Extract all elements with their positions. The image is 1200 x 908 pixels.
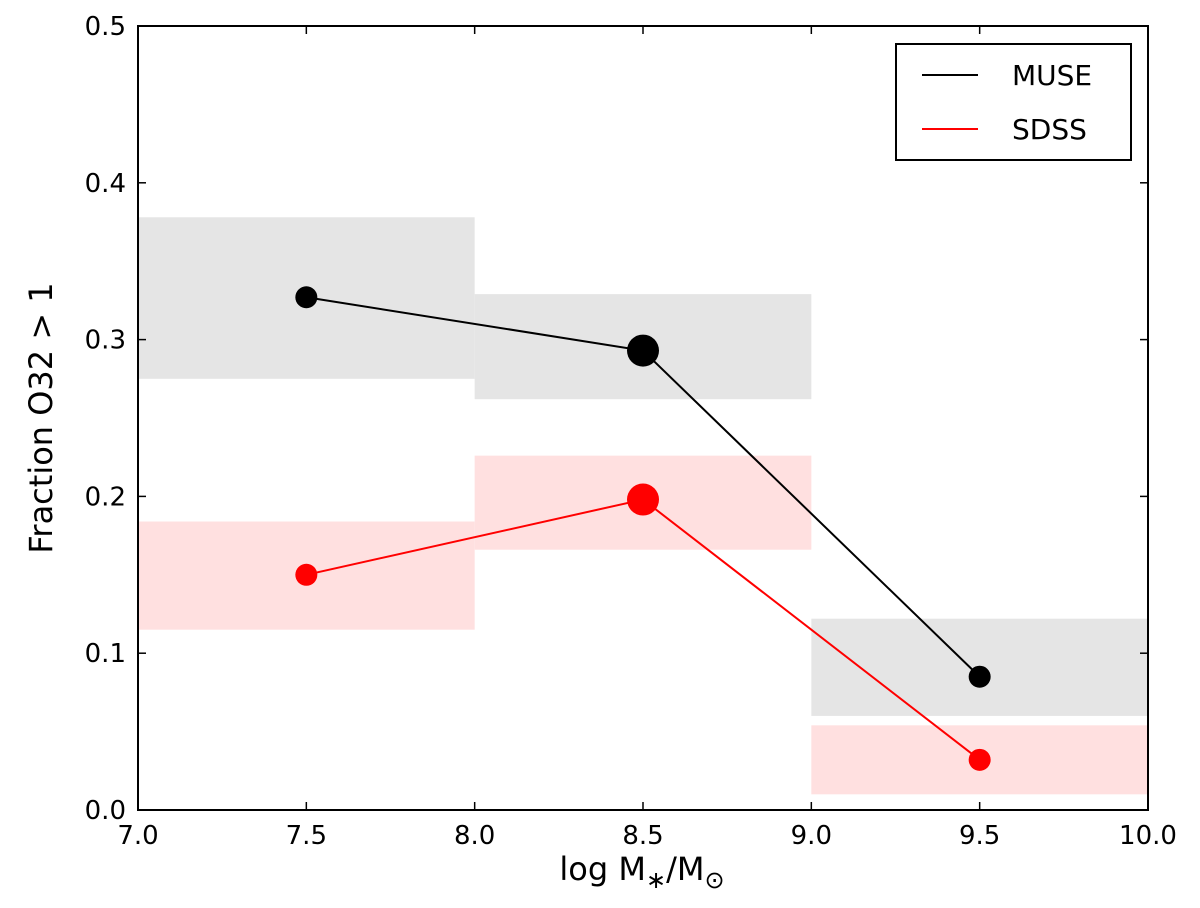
legend-label-muse: MUSE — [1012, 59, 1092, 92]
point-muse-2 — [968, 665, 991, 688]
x-tick-label: 8.0 — [454, 821, 495, 851]
x-tick-label: 8.5 — [622, 821, 663, 851]
point-sdss-0 — [295, 563, 318, 586]
series-markers — [295, 286, 991, 771]
x-axis-label: log M∗/M⊙ — [559, 850, 724, 894]
y-tick-label: 0.1 — [85, 639, 126, 669]
y-tick-label: 0.3 — [85, 326, 126, 356]
y-axis-ticks: 0.0 0.1 0.2 0.3 0.4 0.5 — [85, 12, 1148, 826]
x-tick-label: 9.0 — [791, 821, 832, 851]
y-tick-label: 0.5 — [85, 12, 126, 42]
x-axis-label-slash: /M — [666, 850, 704, 888]
point-muse-0 — [295, 286, 318, 309]
x-axis-label-prefix: log M — [559, 850, 646, 888]
point-sdss-1 — [627, 483, 659, 516]
x-tick-label: 7.5 — [286, 821, 327, 851]
y-tick-label: 0.0 — [85, 796, 126, 826]
x-tick-label: 9.5 — [959, 821, 1000, 851]
legend-label-sdss: SDSS — [1012, 113, 1087, 146]
legend: MUSE SDSS — [895, 43, 1132, 161]
x-axis-ticks: 7.0 7.5 8.0 8.5 9.0 9.5 10.0 — [117, 26, 1177, 851]
point-muse-1 — [627, 334, 659, 367]
x-axis-label-sub1: ∗ — [646, 866, 666, 894]
y-tick-label: 0.4 — [85, 169, 126, 199]
x-axis-label-sub2: ⊙ — [704, 866, 724, 894]
y-tick-label: 0.2 — [85, 482, 126, 512]
point-sdss-2 — [968, 748, 991, 771]
legend-box — [895, 43, 1132, 161]
x-tick-label: 10.0 — [1119, 821, 1177, 851]
x-tick-label: 7.0 — [117, 821, 158, 851]
y-axis-label: Fraction O32 > 1 — [22, 282, 60, 553]
